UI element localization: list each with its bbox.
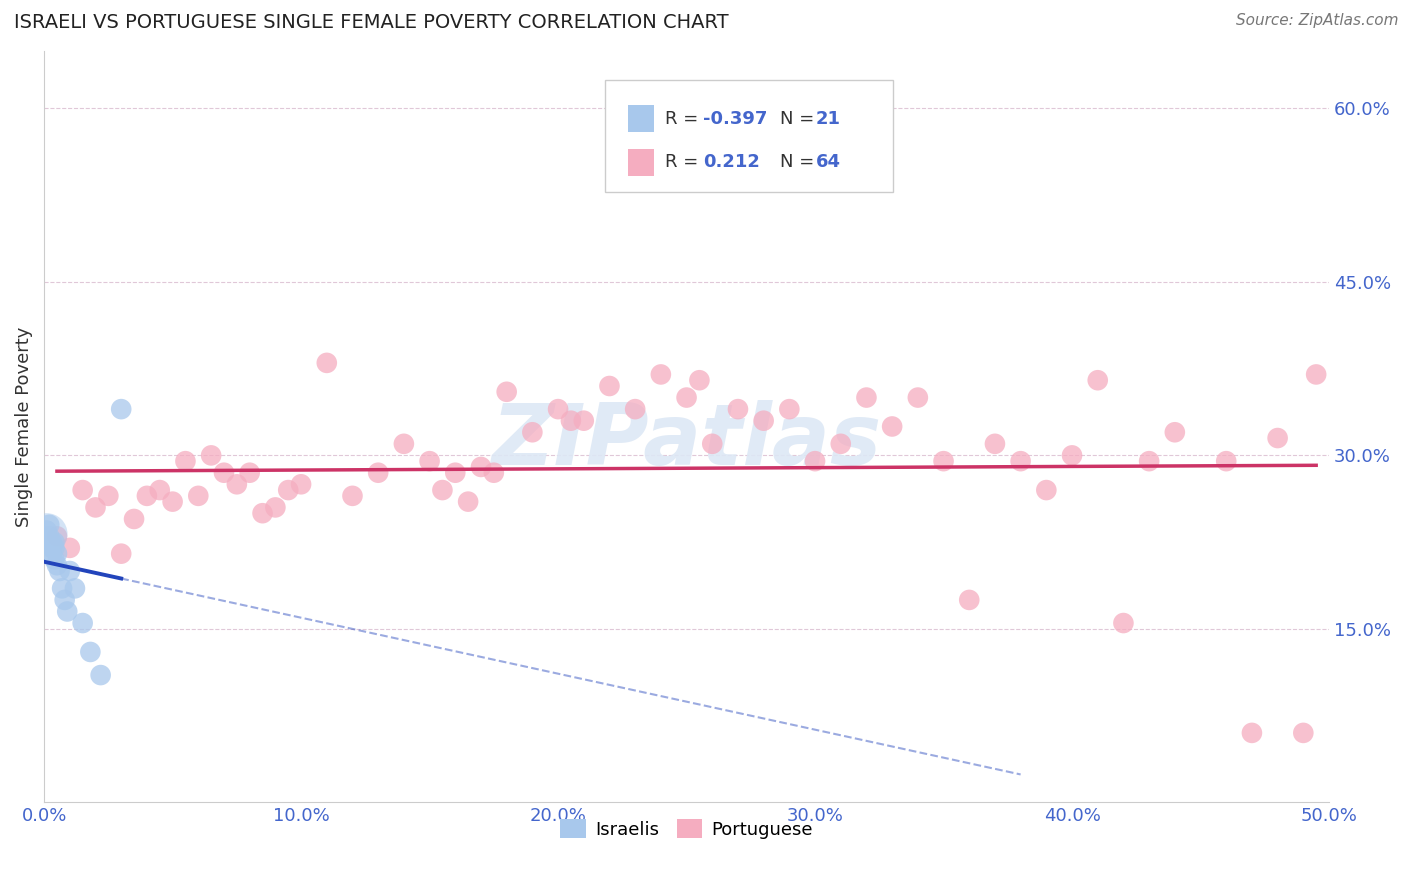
Point — [727, 402, 749, 417]
Point — [44, 541, 66, 555]
Point — [44, 535, 66, 549]
Point — [72, 483, 94, 497]
Point — [547, 402, 569, 417]
Point — [752, 414, 775, 428]
Point — [38, 517, 60, 532]
Point — [702, 437, 724, 451]
Point — [624, 402, 647, 417]
Y-axis label: Single Female Poverty: Single Female Poverty — [15, 326, 32, 526]
Point — [804, 454, 827, 468]
Point — [1087, 373, 1109, 387]
Point — [560, 414, 582, 428]
Point — [1010, 454, 1032, 468]
Text: 21: 21 — [815, 110, 841, 128]
Point — [830, 437, 852, 451]
Point — [122, 512, 145, 526]
Point — [855, 391, 877, 405]
Point — [907, 391, 929, 405]
Point — [432, 483, 454, 497]
Point — [984, 437, 1007, 451]
Point — [41, 541, 63, 555]
Point — [342, 489, 364, 503]
Text: N =: N = — [780, 110, 820, 128]
Point — [1112, 615, 1135, 630]
Point — [598, 379, 620, 393]
Point — [59, 564, 82, 578]
Point — [44, 552, 66, 566]
Point — [392, 437, 415, 451]
Point — [1164, 425, 1187, 440]
Text: ISRAELI VS PORTUGUESE SINGLE FEMALE POVERTY CORRELATION CHART: ISRAELI VS PORTUGUESE SINGLE FEMALE POVE… — [14, 13, 728, 32]
Point — [1060, 449, 1083, 463]
Point — [932, 454, 955, 468]
Point — [212, 466, 235, 480]
Point — [46, 558, 69, 573]
Point — [1035, 483, 1057, 497]
Point — [650, 368, 672, 382]
Point — [264, 500, 287, 515]
Point — [41, 547, 63, 561]
Point — [688, 373, 710, 387]
Point — [1267, 431, 1289, 445]
Point — [522, 425, 544, 440]
Point — [1137, 454, 1160, 468]
Text: N =: N = — [780, 153, 820, 171]
Text: -0.397: -0.397 — [703, 110, 768, 128]
Point — [162, 494, 184, 508]
Text: R =: R = — [665, 110, 704, 128]
Point — [778, 402, 800, 417]
Point — [35, 524, 58, 538]
Point — [225, 477, 247, 491]
Point — [149, 483, 172, 497]
Point — [79, 645, 101, 659]
Point — [110, 547, 132, 561]
Point — [457, 494, 479, 508]
Point — [572, 414, 595, 428]
Point — [72, 615, 94, 630]
Point — [290, 477, 312, 491]
Point — [882, 419, 904, 434]
Point — [135, 489, 157, 503]
Point — [46, 547, 69, 561]
Point — [277, 483, 299, 497]
Point — [84, 500, 107, 515]
Point — [367, 466, 389, 480]
Point — [239, 466, 262, 480]
Point — [41, 535, 63, 549]
Point — [1305, 368, 1327, 382]
Point — [252, 506, 274, 520]
Text: 0.212: 0.212 — [703, 153, 759, 171]
Point — [90, 668, 112, 682]
Point — [470, 459, 492, 474]
Point — [38, 529, 60, 543]
Point — [482, 466, 505, 480]
Point — [495, 384, 517, 399]
Point — [46, 529, 69, 543]
Text: Source: ZipAtlas.com: Source: ZipAtlas.com — [1236, 13, 1399, 29]
Point — [48, 564, 70, 578]
Point — [1292, 726, 1315, 740]
Point — [957, 593, 980, 607]
Point — [419, 454, 441, 468]
Point — [187, 489, 209, 503]
Point — [174, 454, 197, 468]
Point — [1240, 726, 1263, 740]
Point — [110, 402, 132, 417]
Point — [53, 593, 76, 607]
Point — [59, 541, 82, 555]
Point — [315, 356, 337, 370]
Text: ZIPatlas: ZIPatlas — [492, 400, 882, 483]
Point — [51, 582, 73, 596]
Point — [56, 605, 79, 619]
Text: 64: 64 — [815, 153, 841, 171]
Point — [200, 449, 222, 463]
Point — [1215, 454, 1237, 468]
Point — [675, 391, 697, 405]
Text: R =: R = — [665, 153, 710, 171]
Point — [97, 489, 120, 503]
Legend: Israelis, Portuguese: Israelis, Portuguese — [553, 812, 820, 846]
Point — [444, 466, 467, 480]
Point — [63, 582, 86, 596]
Point — [35, 527, 58, 541]
